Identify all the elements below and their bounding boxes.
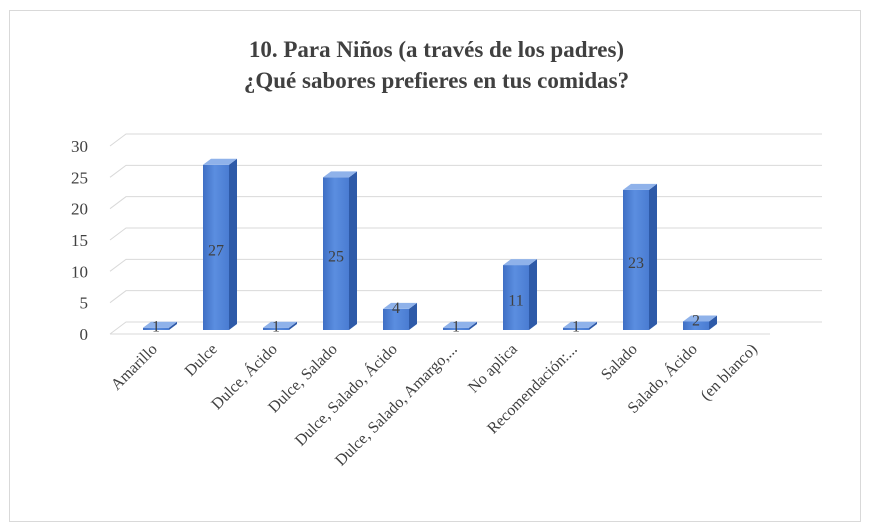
bar-side [589,321,597,330]
bar-front [563,327,589,330]
bar [383,302,417,330]
y-axis: 0 5 10 15 20 25 30 [71,137,88,344]
x-tick-label: Dulce, Salado, Ácido [291,339,401,449]
bar-front [683,321,709,330]
x-tick-label: Salado [598,341,641,384]
data-label: 1 [452,319,460,336]
x-tick-label: Amarillo [108,341,161,394]
data-label: 25 [328,249,344,266]
bar-front [443,327,469,330]
bar [203,158,237,330]
data-label: 1 [572,319,580,336]
gridline [109,290,822,304]
bar-top [263,321,297,328]
y-tick-label: 15 [71,231,88,250]
bar-top [203,158,237,165]
y-tick-label: 5 [80,294,89,313]
bar-front [143,327,169,330]
bar-side [649,183,657,330]
bar-side [469,321,477,330]
chart-area [9,10,861,522]
x-tick-label: No aplica [465,341,521,397]
gridline [109,258,822,272]
data-label: 4 [392,300,400,317]
bar-side [169,321,177,330]
bar-top [563,321,597,328]
bar-front [203,164,229,330]
y-tick-label: 30 [71,137,88,156]
bar-front [323,177,349,330]
gridline [109,133,822,147]
bar [683,315,717,330]
bar [503,259,537,330]
data-label: 1 [272,319,280,336]
bar [623,183,657,330]
gridline [109,227,822,241]
bar-side [349,171,357,330]
bar-top [623,183,657,190]
gridline [109,164,822,178]
bar-side [409,302,417,330]
x-tick-label: Dulce, Salado, Amargo,... [332,341,461,470]
bar [143,321,177,330]
bar [563,321,597,330]
bar-top [443,321,477,328]
bar-front [383,308,409,330]
data-label: 11 [508,293,523,310]
bar-top [683,315,717,322]
y-tick-label: 0 [80,325,89,344]
bar-top [323,171,357,178]
bar [263,321,297,330]
bar [443,321,477,330]
bar-top [503,259,537,266]
bar-top [143,321,177,328]
bar-top [383,302,417,309]
x-tick-label: (en blanco) [698,341,761,404]
y-tick-label: 10 [71,262,88,281]
bar-front [263,327,289,330]
y-tick-label: 20 [71,200,88,219]
gridline [109,196,822,210]
chart-subtitle: ¿Qué sabores prefieres en tus comidas? [243,68,630,93]
bar-side [229,158,237,330]
data-label: 1 [152,319,160,336]
data-label: 2 [692,312,700,329]
data-label: 23 [628,255,644,272]
bar-side [289,321,297,330]
bar-side [529,259,537,330]
chart-title: 10. Para Niños (a través de los padres) [248,37,625,62]
y-tick-label: 25 [71,168,88,187]
bar-side [709,315,717,330]
data-label: 27 [208,242,224,259]
bar-front [503,265,529,330]
bar-front [623,189,649,330]
bar [323,171,357,330]
x-tick-label: Dulce [182,341,221,380]
